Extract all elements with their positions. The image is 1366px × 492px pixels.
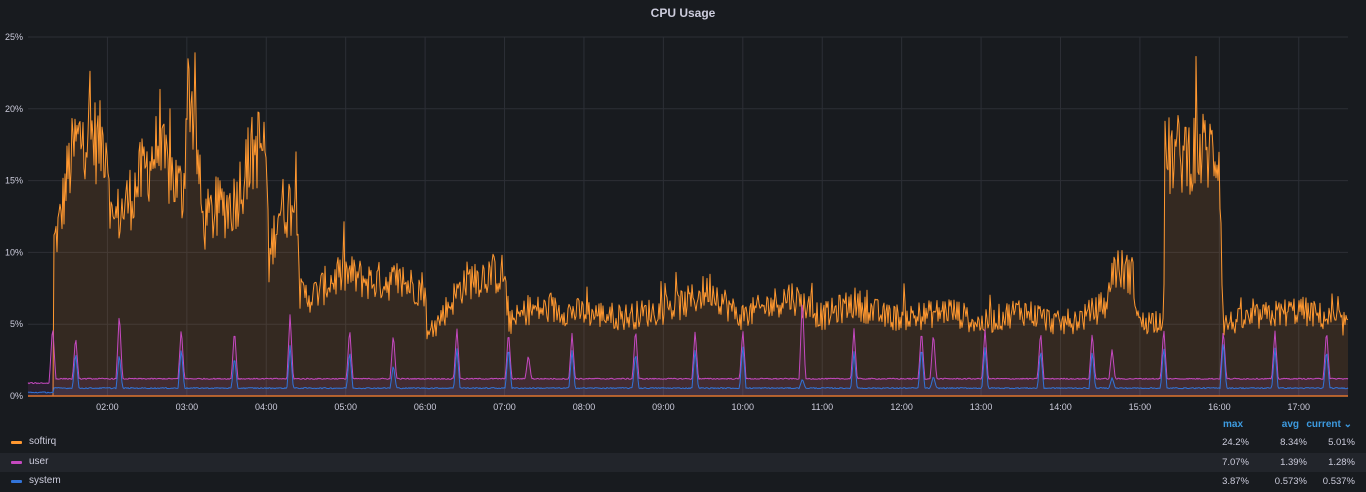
svg-text:16:00: 16:00 xyxy=(1208,402,1231,412)
svg-text:07:00: 07:00 xyxy=(493,402,516,412)
svg-text:13:00: 13:00 xyxy=(970,402,993,412)
sort-by-avg[interactable]: avg xyxy=(1281,419,1299,430)
svg-text:0%: 0% xyxy=(10,391,23,401)
svg-text:15%: 15% xyxy=(5,176,23,186)
svg-text:09:00: 09:00 xyxy=(652,402,675,412)
svg-text:03:00: 03:00 xyxy=(176,402,199,412)
legend-current-value: 1.28% xyxy=(1328,456,1355,468)
legend-item-softirq[interactable]: softirq 24.2% 8.34% 5.01% xyxy=(0,433,1366,453)
svg-text:05:00: 05:00 xyxy=(334,402,357,412)
cpu-usage-chart[interactable]: 0% 5% 10% 15% 20% 25% 02:00 03:00 04:00 05:00 06:… xyxy=(0,26,1366,414)
svg-text:20%: 20% xyxy=(5,104,23,114)
svg-text:06:00: 06:00 xyxy=(414,402,437,412)
legend-avg-value: 0.573% xyxy=(1274,476,1307,487)
svg-text:17:00: 17:00 xyxy=(1287,402,1310,412)
sort-by-max[interactable]: max xyxy=(1222,419,1243,430)
svg-text:08:00: 08:00 xyxy=(573,402,596,412)
svg-text:25%: 25% xyxy=(5,32,23,42)
legend-avg-value: 1.39% xyxy=(1280,456,1307,468)
svg-text:12:00: 12:00 xyxy=(890,402,913,412)
series-system xyxy=(27,344,1349,397)
svg-text:15:00: 15:00 xyxy=(1129,402,1152,412)
sort-by-current[interactable]: current ⌄ xyxy=(1306,419,1352,430)
svg-text:02:00: 02:00 xyxy=(96,402,119,412)
legend-series-name[interactable]: softirq xyxy=(29,436,57,447)
legend-series-name[interactable]: system xyxy=(29,475,61,486)
legend-current-value: 0.537% xyxy=(1322,476,1355,487)
legend-header: max avg current ⌄ xyxy=(0,414,1366,433)
y-axis: 0% 5% 10% 15% 20% 25% xyxy=(5,32,23,401)
series-color-swatch[interactable] xyxy=(11,480,22,483)
svg-text:04:00: 04:00 xyxy=(255,402,278,412)
svg-text:11:00: 11:00 xyxy=(811,402,833,412)
legend-max-value: 7.07% xyxy=(1222,456,1249,468)
legend-avg-value: 8.34% xyxy=(1280,437,1307,448)
series-color-swatch[interactable] xyxy=(11,441,22,444)
series-softirq xyxy=(28,52,1349,397)
legend-series-name[interactable]: user xyxy=(29,455,49,467)
chart-grid xyxy=(28,36,1348,397)
legend-max-value: 24.2% xyxy=(1222,437,1249,448)
legend-item-system[interactable]: system 3.87% 0.573% 0.537% xyxy=(0,472,1366,492)
svg-text:5%: 5% xyxy=(10,319,23,329)
svg-text:10:00: 10:00 xyxy=(732,402,755,412)
legend: max avg current ⌄ softirq 24.2% 8.34% 5.… xyxy=(0,414,1366,492)
series-color-swatch[interactable] xyxy=(11,460,22,464)
svg-text:14:00: 14:00 xyxy=(1049,402,1072,412)
svg-text:10%: 10% xyxy=(5,247,23,257)
series-user xyxy=(27,304,1349,396)
legend-current-value: 5.01% xyxy=(1328,437,1355,448)
legend-max-value: 3.87% xyxy=(1222,476,1249,487)
legend-item-user[interactable]: user 7.07% 1.39% 1.28% xyxy=(0,452,1366,472)
panel-title[interactable]: CPU Usage xyxy=(650,6,716,20)
x-axis: 02:00 03:00 04:00 05:00 06:00 07:00 08:00 09:00… xyxy=(96,402,1310,412)
